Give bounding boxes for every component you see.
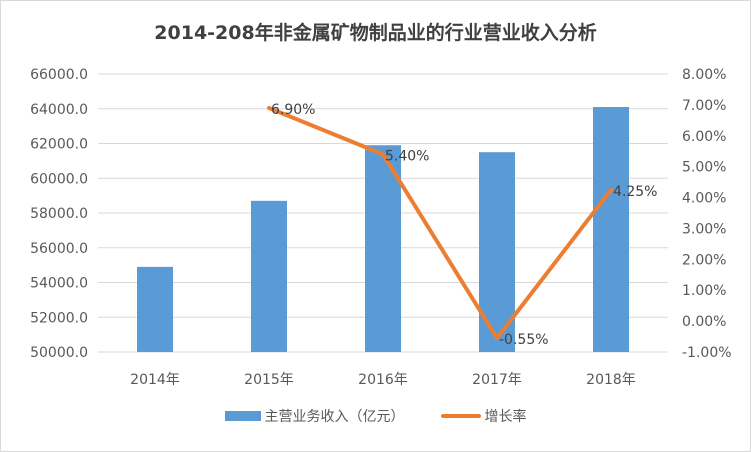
left-tick-label: 52000.0: [30, 310, 88, 326]
growth-line[interactable]: [267, 105, 613, 341]
left-tick-label: 58000.0: [30, 206, 88, 222]
right-axis-ticks: 8.00% 7.00% 6.00% 5.00% 4.00% 3.00% 2.00% 1.00%…: [682, 67, 732, 361]
bar-swatch-icon: [224, 411, 261, 421]
bar[interactable]: [593, 107, 629, 352]
bar[interactable]: [251, 200, 287, 352]
bar[interactable]: [365, 145, 401, 352]
x-tick-label: 2017年: [472, 372, 522, 388]
left-axis-ticks: 66000.0 64000.0 62000.0 60000.0 58000.0 56000…: [30, 67, 88, 361]
x-tick-label: 2015年: [244, 372, 294, 388]
bar-series: [137, 107, 629, 352]
x-tick-label: 2014年: [130, 372, 180, 388]
right-tick-label: 2.00%: [682, 252, 726, 268]
left-tick-label: 64000.0: [30, 102, 88, 118]
x-axis-labels: 2014年 2015年 2016年 2017年 2018年: [130, 372, 636, 388]
right-tick-label: 4.00%: [682, 191, 726, 207]
legend-item-revenue[interactable]: 主营业务收入（亿元）: [224, 406, 405, 426]
data-label: -0.55%: [499, 332, 549, 348]
left-tick-label: 56000.0: [30, 241, 88, 257]
x-tick-label: 2016年: [358, 372, 408, 388]
right-tick-label: 3.00%: [682, 221, 726, 237]
right-tick-label: 7.00%: [682, 98, 726, 114]
line-swatch-icon: [440, 414, 481, 418]
data-label: 6.90%: [271, 102, 315, 118]
x-tick-label: 2018年: [586, 372, 636, 388]
legend-label-revenue: 主营业务收入（亿元）: [264, 409, 405, 425]
data-label: 4.25%: [613, 184, 657, 200]
right-tick-label: 0.00%: [682, 314, 726, 330]
bar[interactable]: [137, 266, 173, 352]
left-tick-label: 66000.0: [30, 67, 88, 83]
legend-label-growth: 增长率: [484, 409, 527, 425]
left-tick-label: 54000.0: [30, 276, 88, 292]
legend: 主营业务收入（亿元） 增长率: [0, 406, 751, 426]
right-tick-label: -1.00%: [682, 345, 732, 361]
right-tick-label: 6.00%: [682, 129, 726, 145]
legend-item-growth[interactable]: 增长率: [440, 406, 527, 426]
chart-title: 2014-208年非金属矿物制品业的行业营业收入分析: [154, 22, 597, 44]
left-tick-label: 50000.0: [30, 345, 88, 361]
right-tick-label: 8.00%: [682, 67, 726, 83]
right-tick-label: 5.00%: [682, 160, 726, 176]
line-series: 6.90% 5.40% -0.55% 4.25%: [267, 102, 657, 348]
data-label: 5.40%: [385, 148, 429, 164]
right-tick-label: 1.00%: [682, 283, 726, 299]
left-tick-label: 60000.0: [30, 171, 88, 187]
left-tick-label: 62000.0: [30, 137, 88, 153]
